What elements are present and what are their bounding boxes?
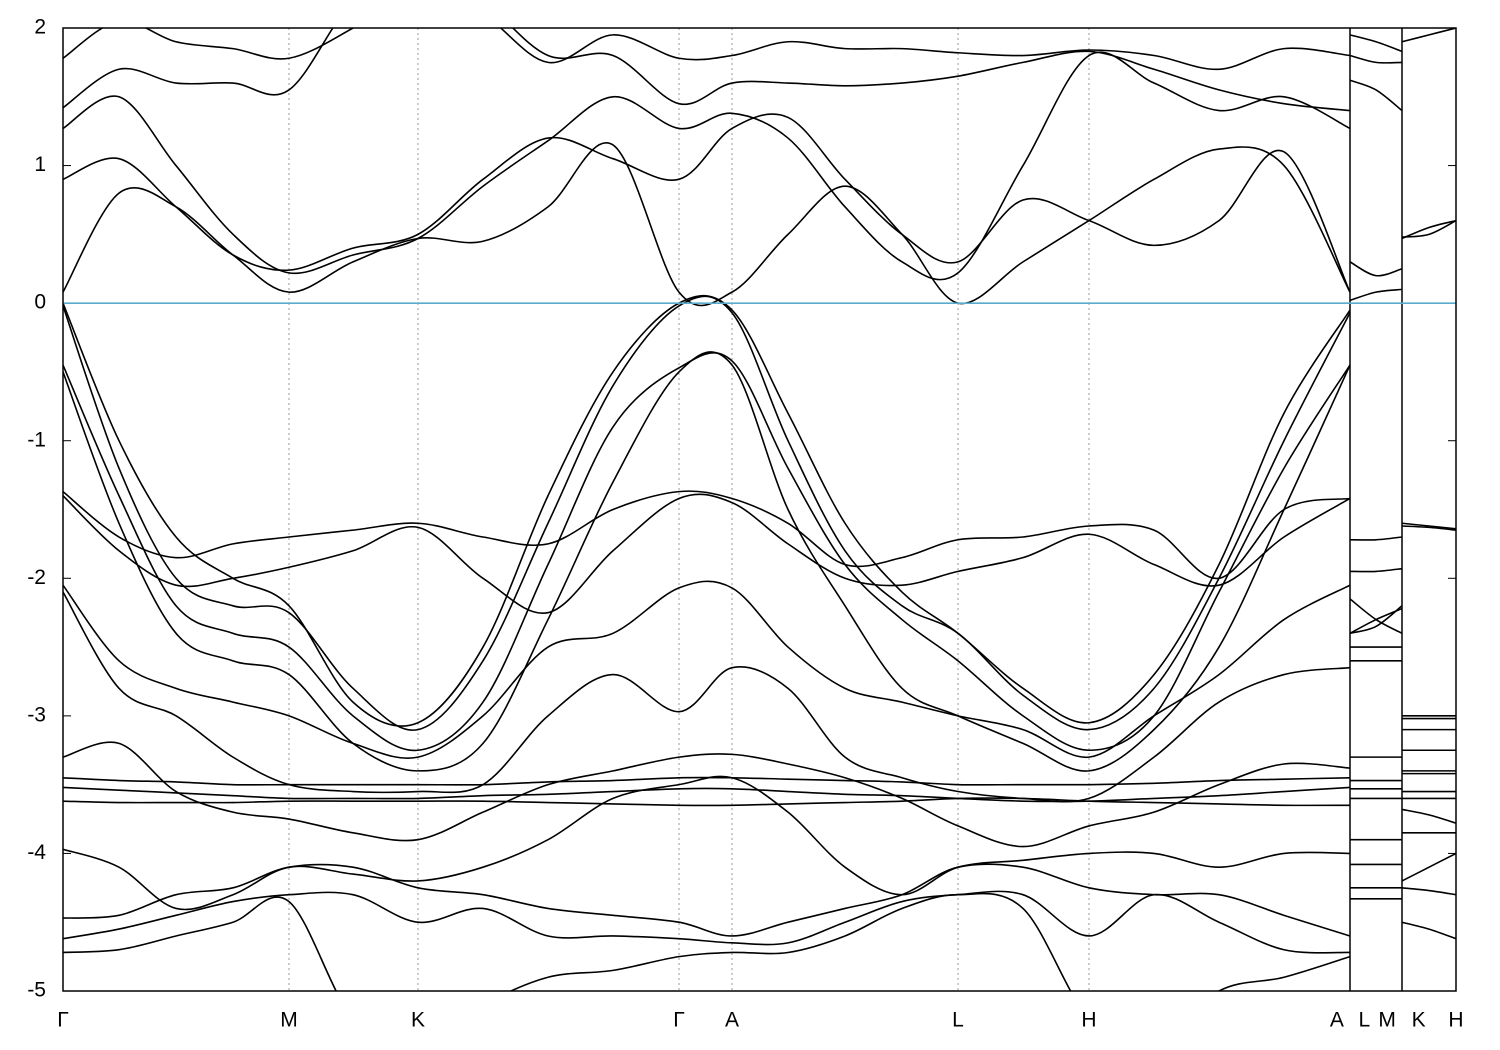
x-tick-label: L: [952, 1009, 964, 1032]
band-line: [63, 352, 1351, 752]
band-line: [1349, 567, 1403, 573]
bands: [63, 28, 1456, 991]
band-line: [1349, 34, 1403, 53]
y-tick-label: 2: [34, 16, 46, 39]
band-line: [1401, 28, 1456, 43]
band-line: [1401, 921, 1456, 940]
band-line: [63, 892, 1351, 991]
band-line: [63, 142, 1351, 307]
band-line: [63, 295, 1351, 731]
band-line: [63, 775, 1351, 911]
band-line: [1349, 261, 1403, 277]
grid: [62, 28, 1457, 991]
band-line: [63, 890, 1351, 954]
y-tick-label: -1: [27, 428, 46, 451]
x-tick-label: M K: [1378, 1009, 1425, 1032]
band-line: [1349, 79, 1403, 112]
plot-frame: [62, 27, 1457, 992]
band-line: [63, 28, 1351, 71]
band-line: [63, 28, 1351, 112]
y-tick-label: -2: [27, 566, 46, 589]
band-line: [63, 351, 1351, 772]
band-line: [1349, 536, 1403, 541]
x-tick-label: A L: [1330, 1009, 1370, 1032]
band-line: [1401, 852, 1456, 882]
x-tick-label: H: [1448, 1009, 1463, 1032]
x-tick-label: Γ: [673, 1009, 685, 1032]
band-line: [63, 295, 1351, 727]
y-tick-label: 0: [34, 291, 46, 314]
y-tick-label: -4: [27, 841, 46, 864]
band-line: [1401, 219, 1456, 240]
band-line: [1401, 887, 1456, 896]
x-tick-label: Γ: [57, 1009, 69, 1032]
y-tick-label: -3: [27, 703, 46, 726]
band-line: [63, 113, 1351, 293]
x-tick-label: H: [1081, 1009, 1096, 1032]
x-tick-label: A: [725, 1009, 739, 1032]
band-line: [1401, 219, 1456, 238]
band-line: [63, 591, 1351, 803]
axes: -5 -4 -3 -2 -1 0 1 2 Γ M K Γ A L H A L M K H: [27, 16, 1463, 1032]
band-line: [1349, 288, 1403, 302]
band-line: [1349, 54, 1403, 64]
band-line: [63, 797, 1351, 807]
x-tick-label: M: [280, 1009, 298, 1032]
band-line: [63, 493, 1351, 614]
band-line: [63, 741, 1351, 848]
band-line: [1349, 607, 1403, 635]
band-line: [63, 786, 1351, 803]
y-tick-label: 1: [34, 153, 46, 176]
x-tick-label: K: [411, 1009, 425, 1032]
band-line: [1349, 598, 1403, 635]
band-line: [63, 490, 1351, 580]
band-line: [1401, 522, 1456, 530]
band-line: [1401, 525, 1456, 531]
band-line: [63, 580, 1351, 759]
y-tick-label: -5: [27, 979, 46, 1002]
band-line: [63, 863, 1351, 937]
band-line: [1401, 808, 1456, 824]
